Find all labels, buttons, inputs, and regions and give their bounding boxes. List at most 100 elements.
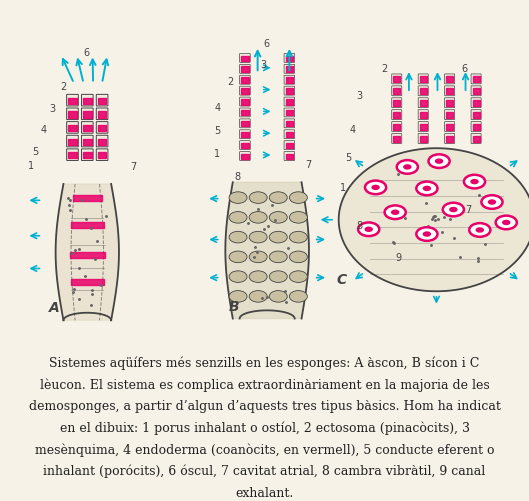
Circle shape xyxy=(496,215,517,229)
FancyBboxPatch shape xyxy=(284,86,295,95)
Bar xyxy=(446,124,453,130)
Text: C: C xyxy=(336,273,346,287)
FancyBboxPatch shape xyxy=(240,152,250,160)
FancyBboxPatch shape xyxy=(81,94,93,106)
Bar xyxy=(71,280,104,285)
FancyBboxPatch shape xyxy=(418,110,428,120)
FancyBboxPatch shape xyxy=(284,108,295,117)
Circle shape xyxy=(269,251,287,263)
Polygon shape xyxy=(339,148,529,291)
Bar xyxy=(241,99,249,105)
Text: A: A xyxy=(49,301,60,315)
Bar xyxy=(98,152,106,158)
FancyBboxPatch shape xyxy=(81,122,93,133)
Text: inhalant (porócits), 6 óscul, 7 cavitat atrial, 8 cambra vibràtil, 9 canal: inhalant (porócits), 6 óscul, 7 cavitat … xyxy=(43,465,486,478)
Bar xyxy=(68,111,77,118)
FancyBboxPatch shape xyxy=(240,65,250,73)
Circle shape xyxy=(229,291,247,302)
FancyBboxPatch shape xyxy=(240,97,250,106)
Circle shape xyxy=(249,192,267,203)
Bar xyxy=(241,143,249,148)
Bar xyxy=(68,152,77,158)
Bar xyxy=(98,139,106,145)
FancyBboxPatch shape xyxy=(418,86,428,96)
Text: 3: 3 xyxy=(49,104,56,114)
Circle shape xyxy=(435,158,443,164)
Bar xyxy=(394,76,400,83)
FancyBboxPatch shape xyxy=(444,134,455,143)
Circle shape xyxy=(476,227,484,232)
Bar xyxy=(68,139,77,145)
Text: 5: 5 xyxy=(214,126,221,136)
FancyBboxPatch shape xyxy=(418,74,428,84)
FancyBboxPatch shape xyxy=(418,122,428,131)
FancyBboxPatch shape xyxy=(96,122,108,133)
Bar xyxy=(394,112,400,118)
FancyBboxPatch shape xyxy=(444,110,455,120)
Bar xyxy=(286,77,293,83)
Bar xyxy=(241,121,249,126)
FancyBboxPatch shape xyxy=(444,74,455,84)
Circle shape xyxy=(269,211,287,223)
FancyBboxPatch shape xyxy=(284,97,295,106)
Text: 1: 1 xyxy=(214,149,221,159)
FancyBboxPatch shape xyxy=(471,74,481,84)
Bar xyxy=(394,136,400,142)
Circle shape xyxy=(397,160,418,174)
Bar xyxy=(98,98,106,104)
Circle shape xyxy=(464,175,485,188)
Circle shape xyxy=(249,231,267,243)
Bar xyxy=(286,88,293,94)
FancyBboxPatch shape xyxy=(96,149,108,160)
Circle shape xyxy=(249,291,267,302)
Text: 7: 7 xyxy=(466,205,472,215)
Circle shape xyxy=(269,192,287,203)
Bar xyxy=(70,252,105,258)
Circle shape xyxy=(289,251,307,263)
FancyBboxPatch shape xyxy=(444,98,455,108)
Circle shape xyxy=(403,164,412,170)
Text: B: B xyxy=(229,300,240,314)
Bar xyxy=(286,154,293,159)
Text: 2: 2 xyxy=(381,64,387,74)
Circle shape xyxy=(371,185,380,190)
Circle shape xyxy=(229,211,247,223)
FancyBboxPatch shape xyxy=(81,108,93,120)
Bar xyxy=(446,88,453,94)
FancyBboxPatch shape xyxy=(471,134,481,143)
FancyBboxPatch shape xyxy=(96,135,108,147)
FancyBboxPatch shape xyxy=(444,86,455,96)
FancyBboxPatch shape xyxy=(391,98,402,108)
Bar xyxy=(446,76,453,83)
Circle shape xyxy=(229,251,247,263)
FancyBboxPatch shape xyxy=(284,65,295,73)
Circle shape xyxy=(269,291,287,302)
Bar xyxy=(420,136,427,142)
Bar xyxy=(394,88,400,94)
Bar xyxy=(420,76,427,83)
Circle shape xyxy=(229,231,247,243)
Bar xyxy=(83,111,92,118)
FancyBboxPatch shape xyxy=(81,149,93,160)
Circle shape xyxy=(488,199,496,205)
Bar xyxy=(286,99,293,105)
Text: 1: 1 xyxy=(28,161,34,171)
Circle shape xyxy=(289,231,307,243)
Bar xyxy=(394,100,400,106)
FancyBboxPatch shape xyxy=(284,75,295,84)
FancyBboxPatch shape xyxy=(444,122,455,131)
Circle shape xyxy=(469,223,490,237)
Text: 4: 4 xyxy=(349,125,355,135)
Bar xyxy=(241,56,249,61)
FancyBboxPatch shape xyxy=(67,149,78,160)
Bar xyxy=(83,139,92,145)
Bar xyxy=(286,56,293,61)
FancyBboxPatch shape xyxy=(391,122,402,131)
Circle shape xyxy=(416,181,437,195)
Bar xyxy=(68,98,77,104)
FancyBboxPatch shape xyxy=(81,135,93,147)
FancyBboxPatch shape xyxy=(96,94,108,106)
Circle shape xyxy=(423,231,431,237)
Circle shape xyxy=(229,192,247,203)
FancyBboxPatch shape xyxy=(471,110,481,120)
